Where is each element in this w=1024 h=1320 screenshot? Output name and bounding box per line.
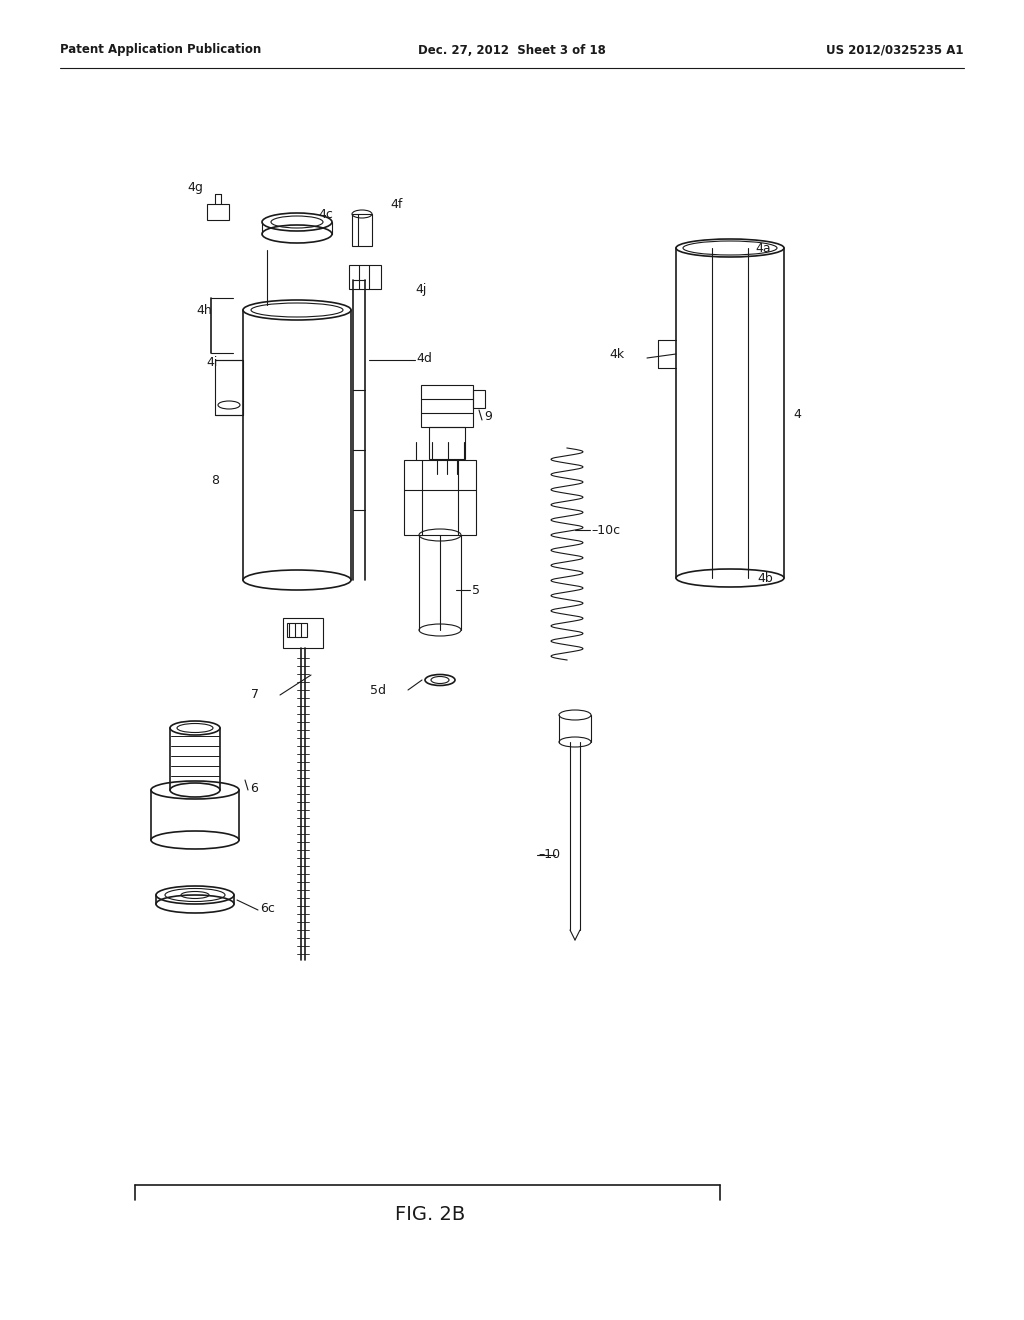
Text: 4k: 4k [609, 348, 624, 362]
Bar [429, 426, 465, 459]
Text: Dec. 27, 2012  Sheet 3 of 18: Dec. 27, 2012 Sheet 3 of 18 [418, 44, 606, 57]
Text: 5: 5 [472, 583, 480, 597]
Text: 5d: 5d [370, 684, 386, 697]
Bar [215, 360, 243, 414]
Text: 4f: 4f [390, 198, 402, 210]
Bar [207, 205, 229, 220]
Bar [473, 389, 485, 408]
Text: 6c: 6c [260, 902, 274, 915]
Text: 7: 7 [251, 689, 259, 701]
Bar [287, 623, 307, 638]
Bar [283, 618, 323, 648]
Text: US 2012/0325235 A1: US 2012/0325235 A1 [826, 44, 964, 57]
Text: 4b: 4b [757, 572, 773, 585]
Text: 4j: 4j [415, 284, 426, 297]
Text: 6: 6 [250, 781, 258, 795]
Text: 4h: 4h [197, 304, 212, 317]
Bar [404, 459, 476, 535]
Text: 4i: 4i [207, 356, 218, 370]
Text: 4: 4 [793, 408, 801, 421]
Text: 8: 8 [211, 474, 219, 487]
Bar [352, 214, 372, 246]
Text: Patent Application Publication: Patent Application Publication [60, 44, 261, 57]
Text: 4g: 4g [187, 181, 203, 194]
Text: 4a: 4a [755, 242, 771, 255]
Text: 4d: 4d [416, 351, 432, 364]
Text: FIG. 2B: FIG. 2B [395, 1205, 465, 1225]
Bar [349, 265, 381, 289]
Text: –10: –10 [538, 849, 560, 862]
Bar [421, 385, 473, 426]
Text: 9: 9 [484, 411, 492, 424]
Text: –10c: –10c [591, 524, 621, 536]
Text: 4c: 4c [318, 207, 333, 220]
